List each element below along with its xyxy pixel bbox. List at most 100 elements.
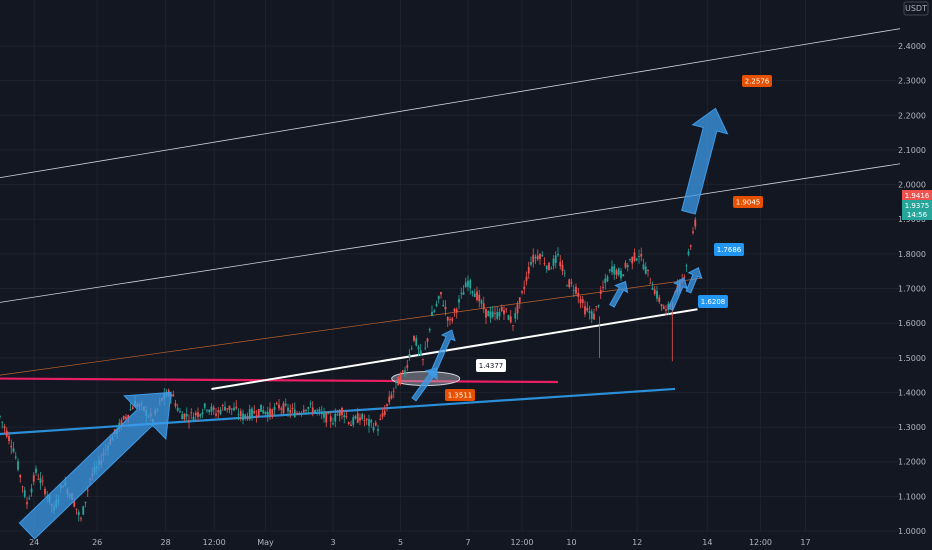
x-axis[interactable]: 24 26 28 12:00 May 3 5 7 12:00 10 12 14 12:00 17 [29, 538, 810, 547]
candle-body [685, 265, 688, 267]
candle-body [487, 310, 490, 317]
candle-body [638, 256, 640, 258]
candle-body [575, 286, 577, 294]
red-support-line[interactable] [0, 377, 559, 384]
candle-body [415, 338, 418, 346]
small-up-arrow[interactable] [667, 277, 688, 311]
candle-body [557, 253, 559, 256]
candle-body [334, 413, 337, 422]
candle-body [683, 276, 686, 278]
label-box [714, 243, 744, 256]
label-text: 1.3511 [448, 392, 473, 400]
candle-body [201, 412, 204, 415]
candle-body [230, 408, 233, 410]
small-up-arrow[interactable] [609, 280, 629, 308]
candle-body [581, 299, 584, 303]
candle-body [82, 506, 85, 515]
candle-body [359, 417, 361, 421]
channel-upper-line[interactable] [0, 28, 901, 179]
candle-body [532, 254, 535, 263]
channel-lower-line[interactable] [0, 277, 703, 376]
candle-body [458, 299, 460, 303]
white-support-line[interactable] [211, 308, 698, 390]
candle-body [127, 414, 130, 419]
candle-body [660, 304, 663, 307]
candle-body [215, 413, 217, 416]
candle-body [444, 306, 447, 310]
candle-body [509, 316, 512, 323]
candle-body [244, 414, 247, 418]
candle-body [253, 410, 256, 414]
candle-body [462, 291, 465, 295]
candle-body [343, 415, 346, 418]
candle-body [613, 266, 616, 275]
label-box [476, 359, 506, 372]
current-price-tag [902, 190, 932, 201]
y-tick-label: 1.5000 [898, 354, 926, 363]
candle-body [5, 430, 8, 437]
y-tick-label: 1.7000 [898, 285, 926, 294]
y-axis[interactable]: 1.0000 1.1000 1.2000 1.3000 1.4000 1.5000 1.60… [898, 42, 932, 536]
y-tick-label: 2.0000 [898, 181, 926, 190]
candle-body [559, 261, 562, 267]
candle-body [120, 420, 123, 427]
candle-body [629, 259, 631, 260]
candle-body [489, 311, 492, 318]
drawing-arrows[interactable] [18, 107, 729, 540]
candle-body [631, 256, 634, 264]
candle-body [239, 411, 242, 416]
currency-badge[interactable] [903, 1, 929, 16]
candle-body [291, 407, 294, 409]
candle-body [32, 475, 35, 482]
candle-body [662, 306, 665, 310]
candle-body [401, 370, 404, 373]
candle-body [656, 290, 658, 299]
candle-body [440, 291, 442, 295]
candle-body [10, 446, 13, 448]
candle-body [174, 403, 177, 407]
candle-body [125, 416, 127, 420]
candle-body [388, 396, 391, 403]
candle-body [77, 512, 80, 516]
small-up-arrow[interactable] [685, 266, 703, 294]
candle-body [590, 311, 593, 319]
x-tick-label: 28 [161, 538, 171, 547]
candle-body [210, 406, 213, 412]
candle-body [498, 311, 501, 317]
candle-body [246, 416, 249, 420]
y-tick-label: 1.6000 [898, 319, 926, 328]
candle-body [496, 311, 499, 319]
candle-body [602, 286, 604, 288]
candle-body [563, 272, 566, 274]
high-label: 1.9045 [733, 196, 763, 208]
candle-body [505, 308, 508, 310]
candle-body [280, 408, 283, 410]
target-arrow[interactable] [681, 107, 729, 215]
candle-body [658, 297, 661, 302]
small-up-arrow[interactable] [429, 329, 456, 377]
candle-body [606, 276, 609, 282]
big-uptrend-arrow[interactable] [18, 391, 172, 540]
candle-body [345, 416, 348, 417]
candle-body [0, 416, 1, 417]
candle-body [179, 411, 181, 413]
candle-body [584, 306, 586, 315]
candle-body [260, 404, 262, 412]
candle-body [35, 468, 37, 473]
candle-body [500, 306, 503, 312]
candle-body [516, 304, 519, 314]
candle-body [363, 420, 366, 422]
candle-body [476, 291, 478, 301]
candle-body [17, 461, 19, 470]
target-label: 2.2576 [742, 75, 772, 87]
y-tick-label: 1.4000 [898, 388, 926, 397]
candle-body [428, 329, 431, 331]
candle-body [503, 310, 505, 315]
candle-body [237, 414, 240, 416]
candle-body [26, 502, 28, 505]
candle-body [14, 456, 17, 458]
channel-middle-line[interactable] [0, 163, 901, 303]
x-tick-label: 14 [702, 538, 712, 547]
